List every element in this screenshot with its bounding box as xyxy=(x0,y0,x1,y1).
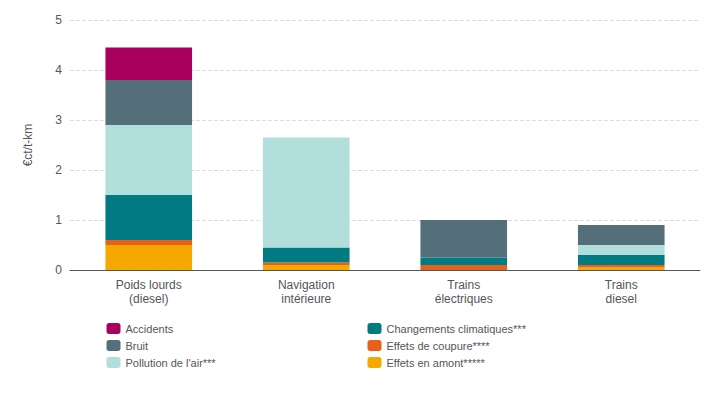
svg-text:Trains: Trains xyxy=(447,278,480,292)
svg-text:(diesel): (diesel) xyxy=(129,292,168,306)
svg-text:Pollution de l'air***: Pollution de l'air*** xyxy=(126,357,217,369)
svg-text:Bruit: Bruit xyxy=(126,340,149,352)
svg-text:€ct/t-km: €ct/t-km xyxy=(21,124,35,167)
svg-text:Effets de coupure****: Effets de coupure**** xyxy=(387,340,491,352)
svg-text:Accidents: Accidents xyxy=(126,323,174,335)
svg-text:2: 2 xyxy=(55,163,62,177)
svg-text:Trains: Trains xyxy=(605,278,638,292)
svg-text:Navigation: Navigation xyxy=(278,278,335,292)
svg-text:1: 1 xyxy=(55,213,62,227)
svg-text:3: 3 xyxy=(55,113,62,127)
svg-text:électriques: électriques xyxy=(435,292,493,306)
svg-text:0: 0 xyxy=(55,263,62,277)
svg-text:Poids lourds: Poids lourds xyxy=(116,278,182,292)
svg-text:4: 4 xyxy=(55,63,62,77)
svg-text:intérieure: intérieure xyxy=(281,292,331,306)
svg-text:Changements climatiques***: Changements climatiques*** xyxy=(387,323,527,335)
svg-text:5: 5 xyxy=(55,13,62,27)
svg-text:Effets en amont*****: Effets en amont***** xyxy=(387,357,486,369)
svg-text:diesel: diesel xyxy=(606,292,637,306)
